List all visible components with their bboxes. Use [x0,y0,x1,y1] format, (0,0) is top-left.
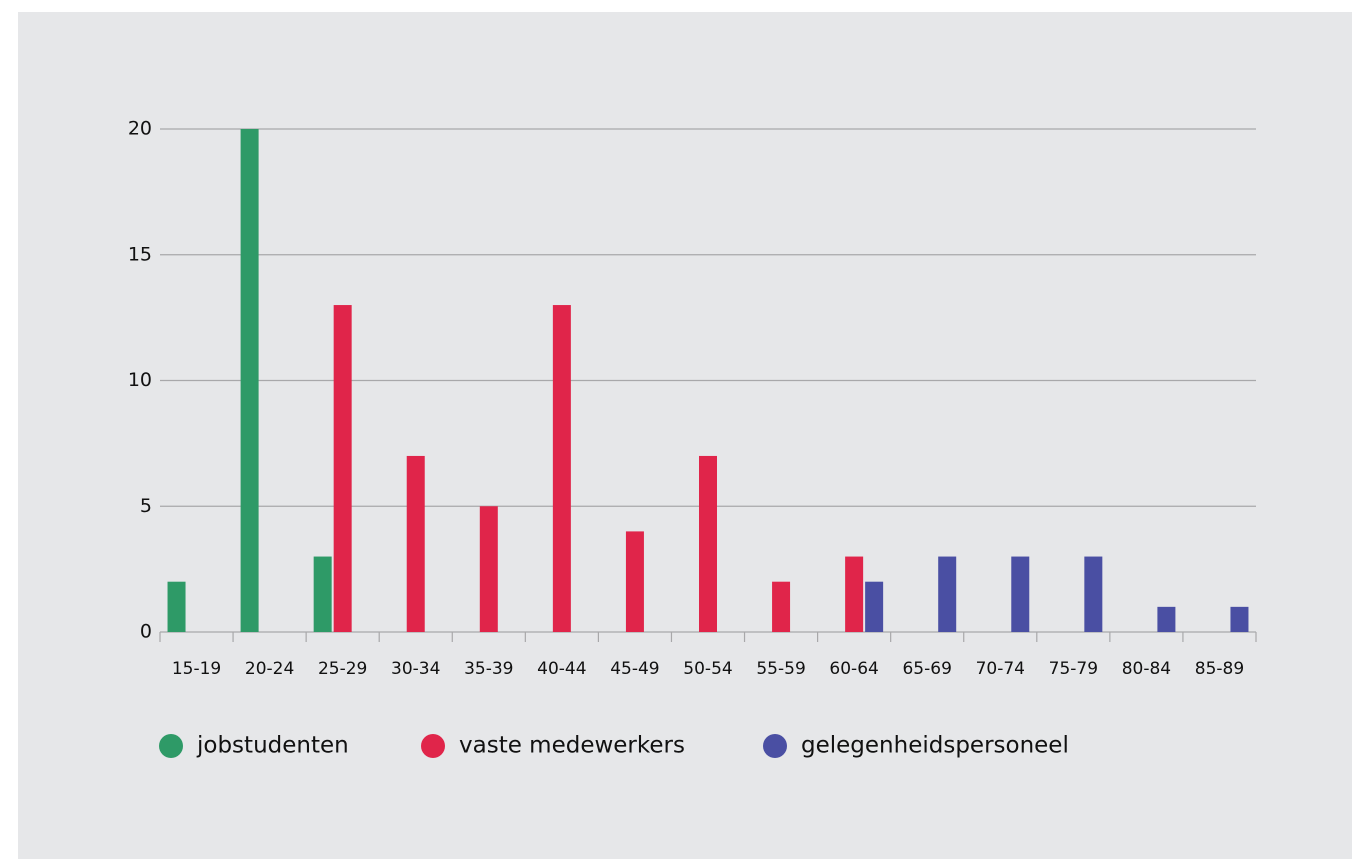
x-tick-label: 30-34 [391,659,440,679]
x-tick-label: 65-69 [902,659,951,679]
x-tick-label: 85-89 [1195,659,1244,679]
legend-label: jobstudenten [196,733,349,759]
x-tick-label: 25-29 [318,659,367,679]
bar [1230,606,1249,632]
y-tick-label: 10 [128,369,152,391]
x-tick-label: 35-39 [464,659,513,679]
x-tick-label: 80-84 [1122,659,1171,679]
bar [625,531,644,632]
background [18,12,1352,859]
bar [552,305,571,632]
x-tick-label: 20-24 [245,659,294,679]
bar [167,581,186,632]
bar [1157,606,1176,632]
x-tick-label: 60-64 [829,659,878,679]
bar [333,305,352,632]
legend-label: gelegenheidspersoneel [801,733,1069,759]
x-tick-label: 55-59 [756,659,805,679]
x-tick-label: 45-49 [610,659,659,679]
y-tick-label: 5 [140,495,152,517]
y-tick-label: 0 [140,621,152,643]
legend-label: vaste medewerkers [459,733,685,759]
bar [772,581,791,632]
bar [1011,556,1030,632]
bar [240,129,259,632]
bar [479,506,498,632]
bar [699,455,717,632]
bar [938,556,957,632]
x-tick-label: 50-54 [683,659,732,679]
bar [845,556,864,632]
y-tick-label: 20 [128,118,152,140]
bar [865,581,884,632]
legend-marker [763,734,787,758]
x-tick-label: 70-74 [976,659,1025,679]
x-tick-label: 40-44 [537,659,586,679]
bar [406,455,425,632]
x-tick-label: 15-19 [172,659,221,679]
legend-marker [421,734,445,758]
legend-marker [159,734,183,758]
bar [1084,556,1103,632]
y-tick-label: 15 [128,243,152,265]
x-tick-label: 75-79 [1049,659,1098,679]
bar [313,556,332,632]
